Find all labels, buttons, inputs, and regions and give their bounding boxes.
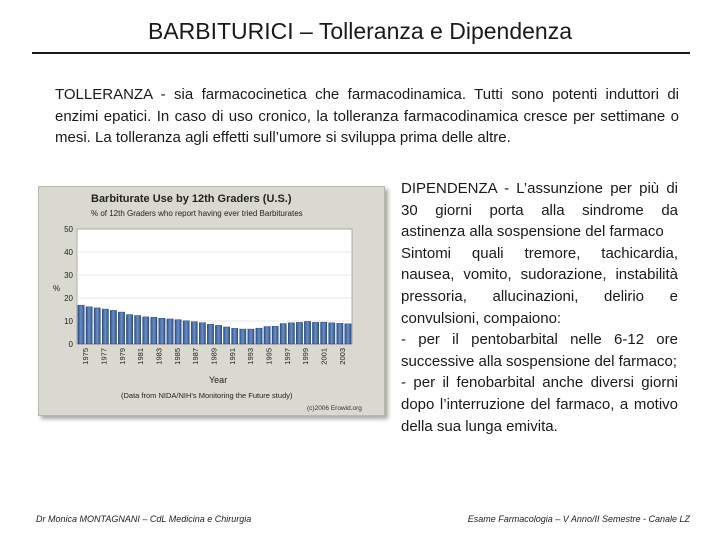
- dipendenza-heading: DIPENDENZA: [401, 180, 497, 197]
- bar: [296, 322, 303, 345]
- bar: [328, 322, 336, 345]
- bar: [336, 323, 344, 345]
- dipendenza-text: - L’assunzione per più di 30 giorni port…: [401, 180, 678, 241]
- bar: [247, 328, 255, 345]
- bar: [126, 314, 133, 345]
- page-title: BARBITURICI – Tolleranza e Dipendenza: [147, 18, 572, 44]
- x-tick-label: 1997: [283, 348, 292, 365]
- y-tick-label: 0: [69, 340, 74, 349]
- x-tick-label: 1975: [81, 348, 90, 365]
- y-tick-label: 20: [64, 294, 73, 303]
- bar: [231, 328, 239, 345]
- bars: [77, 304, 352, 345]
- x-tick-label: 1983: [154, 348, 163, 365]
- bar: [174, 319, 182, 345]
- footer-course: Esame Farmacologia – V Anno/II Semestre …: [467, 514, 690, 524]
- sintomi-paragraph: Sintomi quali tremore, tachicardia, naus…: [401, 244, 678, 327]
- dipendenza-block: DIPENDENZA - L’assunzione per più di 30 …: [401, 178, 678, 437]
- bar: [150, 317, 158, 345]
- footer-author: Dr Monica MONTAGNANI – CdL Medicina e Ch…: [36, 514, 252, 524]
- x-tick-label: 1985: [173, 348, 182, 365]
- y-tick-label: 50: [64, 225, 73, 234]
- x-axis-ticks: 1975 1977 1979 1981 1983 1985 1987 1989 1991 1993…: [81, 348, 347, 365]
- x-tick-label: 1981: [136, 348, 145, 365]
- bar: [93, 307, 101, 345]
- bar: [101, 308, 109, 345]
- bar: [312, 322, 319, 345]
- bar: [182, 320, 190, 345]
- x-tick-label: 2001: [319, 348, 328, 365]
- gridlines: [77, 251, 352, 322]
- bar: [279, 323, 287, 345]
- bar: [110, 310, 117, 345]
- bar: [158, 318, 166, 345]
- bar: [199, 322, 206, 345]
- y-tick-label: 30: [64, 271, 73, 280]
- bar: [190, 321, 198, 345]
- bar: [223, 326, 230, 345]
- bar: [344, 323, 352, 345]
- x-tick-label: 1979: [118, 348, 127, 365]
- bar: [77, 304, 85, 345]
- bar: [118, 311, 125, 345]
- barbiturate-chart: Barbiturate Use by 12th Graders (U.S.) %…: [38, 186, 385, 416]
- chart-subtitle: % of 12th Graders who report having ever…: [91, 209, 303, 218]
- dipendenza-intro: DIPENDENZA - L’assunzione per più di 30 …: [401, 178, 678, 243]
- y-tick-label: 10: [64, 317, 73, 326]
- bar: [134, 315, 142, 345]
- y-axis-ticks: 0 10 20 30 40 50: [64, 225, 73, 349]
- chart-source: (Data from NIDA/NIH's Monitoring the Fut…: [121, 391, 293, 400]
- y-axis-label: %: [53, 284, 60, 293]
- x-tick-label: 1989: [209, 348, 218, 365]
- x-tick-label: 1987: [191, 348, 200, 365]
- tolleranza-text: - sia farmacocinetica che farmacodinamic…: [55, 86, 679, 146]
- bar: [142, 316, 150, 345]
- bar: [166, 318, 174, 345]
- bar: [320, 321, 328, 345]
- chart-credit: (c)2006 Erowid.org: [307, 405, 362, 412]
- chart-title: Barbiturate Use by 12th Graders (U.S.): [91, 193, 292, 205]
- bar: [255, 327, 263, 345]
- x-tick-label: 1977: [99, 348, 108, 365]
- bar: [215, 325, 222, 345]
- fenobarbital-item: - per il fenobarbital anche diversi gior…: [401, 374, 678, 435]
- bar: [287, 322, 295, 345]
- pentobarbital-item: - per il pentobarbital nelle 6-12 ore su…: [401, 331, 678, 370]
- bar: [271, 326, 279, 345]
- bar: [304, 321, 311, 345]
- bar: [263, 326, 271, 345]
- tolleranza-heading: TOLLERANZA: [55, 86, 153, 103]
- x-tick-label: 2003: [338, 348, 347, 365]
- title-underline: [32, 52, 690, 54]
- bar: [239, 328, 247, 345]
- y-tick-label: 40: [64, 248, 73, 257]
- bar: [207, 324, 214, 345]
- x-tick-label: 1999: [301, 348, 310, 365]
- x-tick-label: 1991: [228, 348, 237, 365]
- x-tick-label: 1993: [246, 348, 255, 365]
- tolleranza-paragraph: TOLLERANZA - sia farmacocinetica che far…: [55, 84, 679, 149]
- bar: [85, 306, 93, 345]
- chart-canvas: Barbiturate Use by 12th Graders (U.S.) %…: [53, 193, 362, 412]
- x-axis-label: Year: [209, 375, 227, 385]
- x-tick-label: 1995: [264, 348, 273, 365]
